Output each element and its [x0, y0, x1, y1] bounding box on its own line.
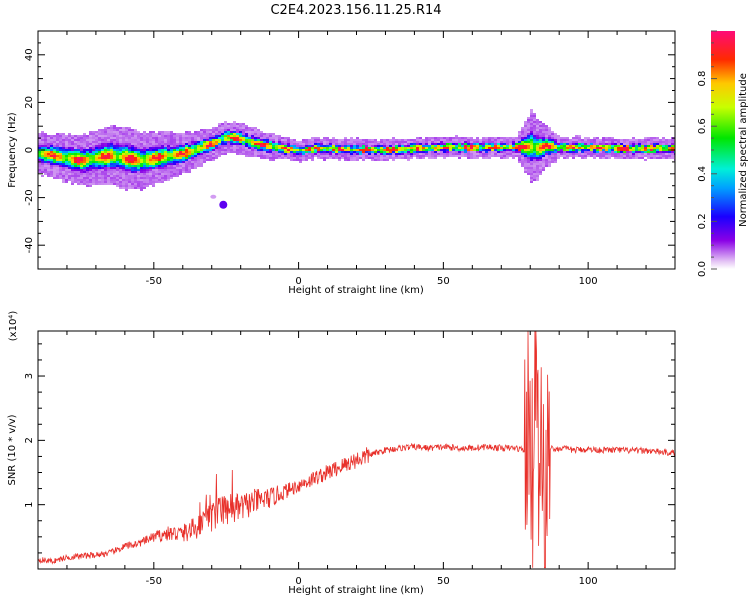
snr-series-line [38, 331, 675, 569]
colorbar-gradient [711, 31, 735, 269]
spectrogram-y-tick-labels: -40 -20 0 20 40 [24, 48, 35, 253]
snr-x-tick-label: -50 [146, 576, 162, 587]
figure-title: C2E4.2023.156.11.25.R14 [270, 3, 441, 18]
colorbar-tick-label: 0.8 [697, 71, 708, 87]
colorbar-tick-label: 0.2 [697, 213, 708, 229]
spectrogram-y-tick-label: -40 [24, 237, 35, 253]
colorbar-tick-label: 0.6 [697, 118, 708, 134]
snr-y-axis-label: SNR (10 * v/v) [7, 414, 18, 485]
spectrogram-y-tick-label: 40 [24, 48, 35, 61]
spectrogram-ticks [37, 30, 676, 270]
colorbar: 0.0 0.2 0.4 0.6 0.8 Normalized spectral ampl… [697, 30, 749, 277]
spectrogram-x-tick-label: 100 [579, 276, 598, 287]
spectrogram-heatmap [38, 109, 675, 209]
snr-x-axis-label: Height of straight line (km) [288, 585, 424, 596]
spectrogram-x-tick-label: 0 [295, 276, 301, 287]
snr-x-tick-labels: -50 0 50 100 [146, 576, 598, 587]
colorbar-tick-label: 0.4 [697, 166, 708, 182]
spectrogram-x-tick-labels: -50 0 50 100 [146, 276, 598, 287]
spectrogram-y-tick-label: -20 [24, 189, 35, 205]
spectrogram-x-tick-label: 50 [437, 276, 450, 287]
snr-x-tick-label: 100 [579, 576, 598, 587]
colorbar-tick-label: 0.0 [697, 261, 708, 277]
snr-y-tick-label: 3 [24, 373, 35, 379]
snr-x-tick-label: 50 [437, 576, 450, 587]
snr-y-scale-label: (x10⁴) [8, 311, 19, 342]
colorbar-label: Normalized spectral amplitude [738, 73, 749, 227]
snr-y-tick-label: 2 [24, 437, 35, 443]
snr-y-tick-labels: 1 2 3 [24, 373, 35, 508]
spectrogram-y-tick-label: 20 [24, 96, 35, 109]
spectrogram-panel: -50 0 50 100 -40 -20 0 20 40 Height of straight… [7, 30, 676, 296]
snr-panel: -50 0 50 100 1 2 3 Height of straight line (k… [7, 311, 676, 596]
spectrogram-x-axis-label: Height of straight line (km) [288, 285, 424, 296]
spectrogram-y-tick-label: 0 [24, 147, 35, 153]
snr-y-tick-label: 1 [24, 501, 35, 507]
spectrogram-y-axis-label: Frequency (Hz) [7, 112, 18, 188]
colorbar-ticks: 0.0 0.2 0.4 0.6 0.8 [697, 30, 717, 277]
snr-ticks [37, 331, 676, 569]
spectrogram-x-tick-label: -50 [146, 276, 162, 287]
snr-x-tick-label: 0 [295, 576, 301, 587]
